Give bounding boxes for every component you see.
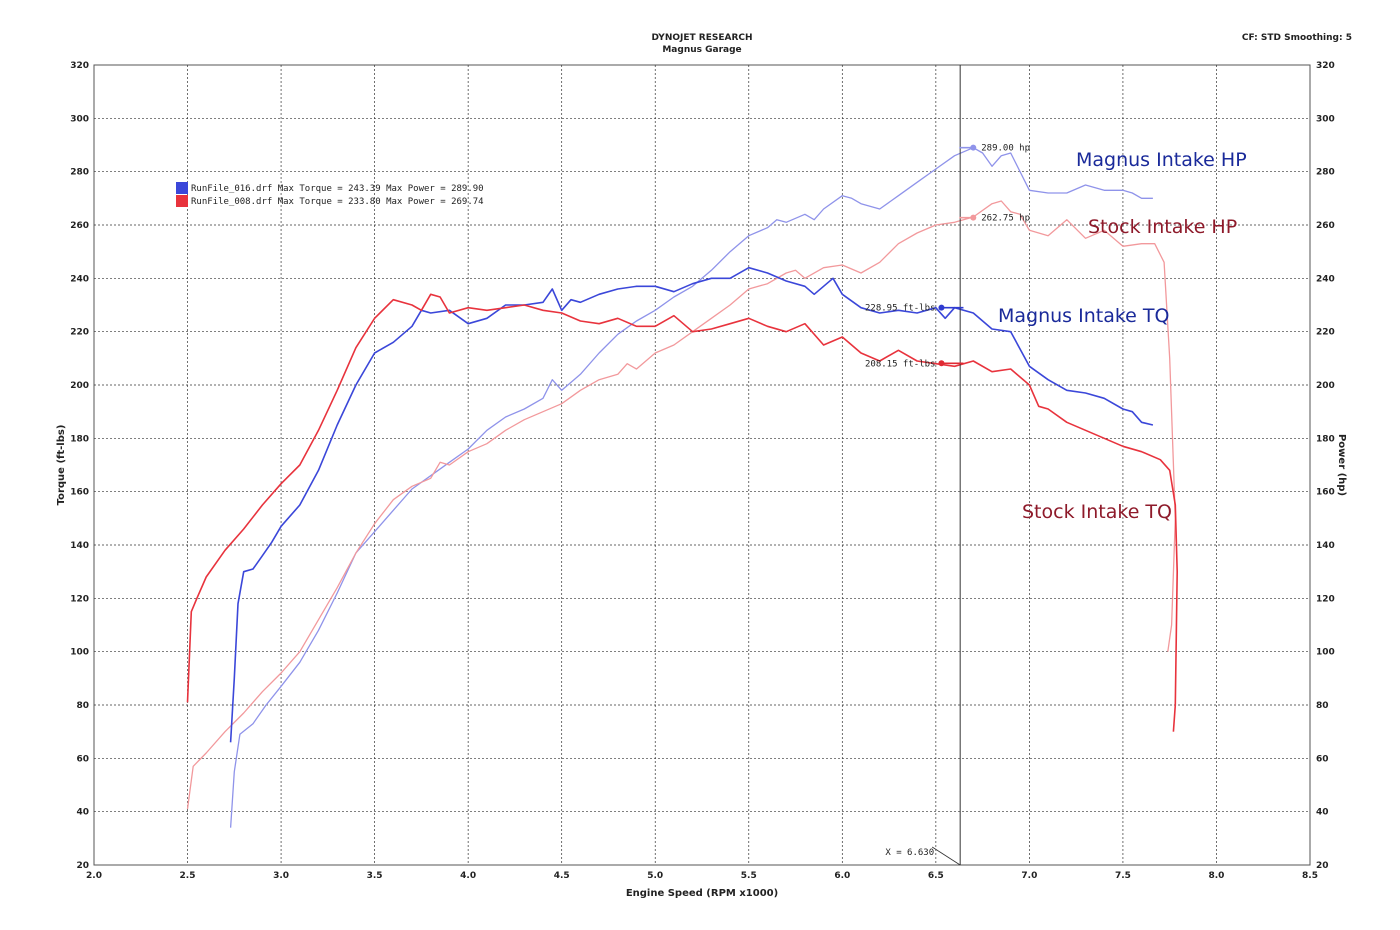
y-tick-label-right: 240 [1316, 274, 1335, 284]
cursor-leader [931, 846, 961, 866]
y-tick-label-left: 220 [70, 328, 89, 338]
y-tick-label-left: 240 [70, 274, 89, 284]
cursor: X = 6.630 [885, 65, 961, 866]
series-line-stock-intake-tq [186, 293, 1178, 732]
x-tick-label: 7.0 [1021, 871, 1037, 881]
x-tick-label: 8.5 [1302, 871, 1318, 881]
x-tick-label: 2.5 [180, 871, 196, 881]
x-tick-label: 7.5 [1115, 871, 1131, 881]
y-tick-label-left: 200 [70, 381, 89, 391]
cursor-label: X = 6.630 [885, 848, 934, 858]
x-tick-label: 4.5 [554, 871, 570, 881]
y-tick-label-right: 220 [1316, 328, 1335, 338]
y-tick-label-left: 280 [70, 168, 89, 178]
y-tick-label-right: 120 [1316, 594, 1335, 604]
series-layer [186, 147, 1178, 828]
marker-dot [938, 360, 945, 367]
y-axis-left-ticks: 20 40 60 80 100 120 140 160 180 200 220 240 260 280 30… [70, 61, 89, 871]
legend-swatch-blue [176, 182, 188, 194]
x-tick-label: 4.0 [460, 871, 476, 881]
y-tick-label-left: 300 [70, 114, 89, 124]
marker-label: 208.15 ft-lbs [865, 359, 935, 369]
series-line-magnus-intake-tq [229, 266, 1154, 743]
callout-magnus-tq: Magnus Intake TQ [998, 305, 1169, 327]
marker-label: 262.75 hp [981, 214, 1030, 224]
y-tick-label-right: 300 [1316, 114, 1335, 124]
x-tick-label: 5.5 [741, 871, 757, 881]
marker-label: 228.95 ft-lbs [865, 304, 935, 314]
marker-dot [970, 214, 977, 221]
y-tick-label-left: 180 [70, 434, 89, 444]
y-tick-label-right: 160 [1316, 488, 1335, 498]
y-axis-right-ticks: 20 40 60 80 100 120 140 160 180 200 220 240 260 280 30… [1316, 61, 1335, 871]
x-tick-label: 3.0 [273, 871, 289, 881]
y-tick-label-left: 80 [76, 701, 89, 711]
chart-title: DYNOJET RESEARCH [651, 33, 752, 43]
y-tick-label-left: 20 [76, 861, 89, 871]
callout-magnus-hp: Magnus Intake HP [1076, 149, 1247, 171]
y-axis-left-label: Torque (ft-lbs) [56, 425, 67, 506]
y-tick-label-left: 120 [70, 594, 89, 604]
y-tick-label-right: 200 [1316, 381, 1335, 391]
x-tick-label: 8.0 [1208, 871, 1224, 881]
x-axis-ticks: 2.0 2.5 3.0 3.5 4.0 4.5 5.0 5.5 6.0 6.5 7.0 7.5 8.0 8… [86, 871, 1318, 881]
y-axis-right-label: Power (hp) [1336, 434, 1347, 496]
legend-item-red: RunFile_008.drf Max Torque = 233.80 Max … [191, 197, 484, 207]
legend-swatch-red [176, 195, 188, 207]
x-tick-label: 5.0 [647, 871, 663, 881]
y-tick-label-right: 140 [1316, 541, 1335, 551]
plot-area [93, 64, 1311, 866]
y-tick-label-right: 20 [1316, 861, 1329, 871]
series-line-stock-intake-hp [186, 200, 1176, 810]
legend-item-blue: RunFile_016.drf Max Torque = 243.39 Max … [191, 184, 484, 194]
x-tick-label: 2.0 [86, 871, 102, 881]
marker-label: 289.00 hp [981, 144, 1030, 154]
legend: RunFile_016.drf Max Torque = 243.39 Max … [176, 182, 484, 207]
y-tick-label-left: 160 [70, 488, 89, 498]
y-tick-label-right: 260 [1316, 221, 1335, 231]
y-tick-label-left: 40 [76, 808, 89, 818]
y-tick-label-right: 320 [1316, 61, 1335, 71]
callout-stock-tq: Stock Intake TQ [1022, 501, 1172, 523]
y-tick-label-left: 60 [76, 754, 89, 764]
y-tick-label-right: 180 [1316, 434, 1335, 444]
y-tick-label-right: 40 [1316, 808, 1329, 818]
y-tick-label-left: 100 [70, 648, 89, 658]
marker-dot [970, 144, 977, 151]
y-tick-label-left: 140 [70, 541, 89, 551]
chart-subtitle: Magnus Garage [662, 45, 741, 55]
x-tick-label: 6.5 [928, 871, 944, 881]
callout-stock-hp: Stock Intake HP [1088, 216, 1237, 238]
marker-dot [938, 304, 945, 311]
chart-settings: CF: STD Smoothing: 5 [1242, 33, 1352, 43]
y-tick-label-right: 280 [1316, 168, 1335, 178]
marker-layer: 289.00 hp 262.75 hp 228.95 ft-lbs 208.15 ft… [865, 144, 1030, 370]
y-tick-label-right: 60 [1316, 754, 1329, 764]
series-line-magnus-intake-hp [229, 147, 1153, 828]
y-tick-label-right: 100 [1316, 648, 1335, 658]
y-tick-label-left: 260 [70, 221, 89, 231]
y-tick-label-right: 80 [1316, 701, 1329, 711]
x-tick-label: 6.0 [834, 871, 850, 881]
x-tick-label: 3.5 [367, 871, 383, 881]
y-tick-label-left: 320 [70, 61, 89, 71]
x-axis-label: Engine Speed (RPM x1000) [626, 888, 778, 899]
